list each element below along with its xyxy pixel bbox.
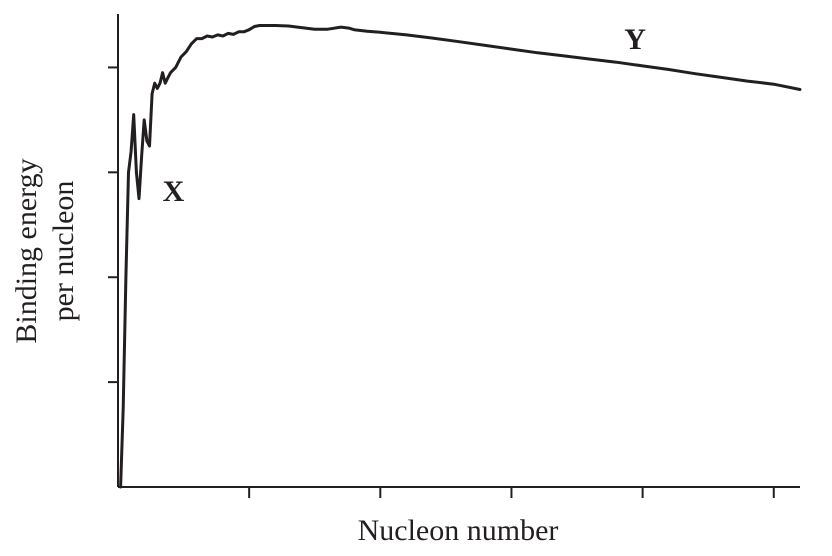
y-axis-title-line: per nucleon: [47, 181, 80, 322]
annotation-x: X: [163, 175, 185, 208]
x-axis-title: Nucleon number: [358, 514, 559, 547]
plot-area: X Y Nucleon number Binding energy per nucleo…: [10, 14, 802, 547]
binding-energy-curve: [119, 24, 802, 489]
annotation-y: Y: [624, 23, 646, 56]
y-axis-title: Binding energy per nucleon: [10, 158, 80, 343]
y-axis-title-line: Binding energy: [10, 158, 43, 343]
